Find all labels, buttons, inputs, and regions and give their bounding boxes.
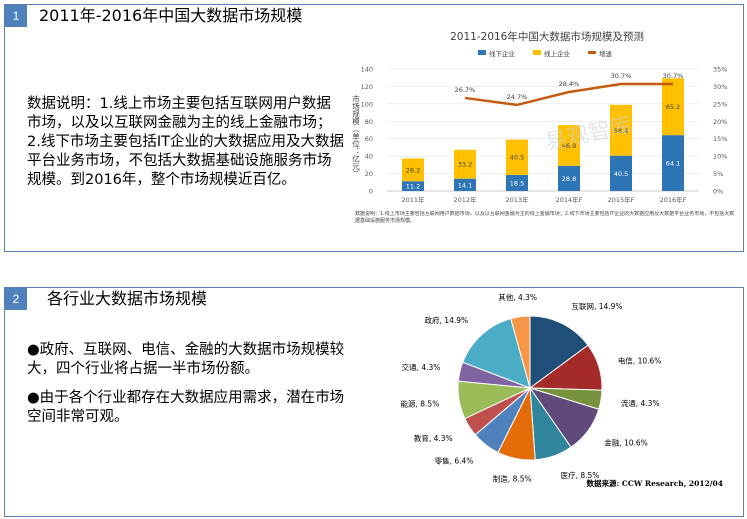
y2-axis-ticks: 0% 5% 10% 15% 20% 25% 30% 35%: [713, 66, 727, 196]
legend-swatch-growth: [588, 51, 596, 54]
pie-label: 交通, 4.3%: [402, 362, 441, 372]
pie-label: 金融, 10.6%: [604, 437, 648, 447]
bar-offline: [454, 178, 476, 191]
bar-label-online: 46.9: [562, 142, 576, 150]
legend-swatch-offline: [478, 50, 486, 55]
bar-label-offline: 28.8: [562, 175, 576, 183]
bar-online: [662, 78, 684, 136]
pie-label: 能源, 8.5%: [401, 399, 440, 409]
industry-description: ●政府、互联网、电信、金融的大数据市场规模较大，四个行业将占据一半市场份额。 ●…: [27, 341, 345, 437]
pie-label: 其他, 4.3%: [498, 292, 537, 302]
y2-tick-label: 0%: [713, 188, 723, 196]
y-axis-label: 市场规模（单位：亿元）: [351, 94, 360, 178]
y2-tick-label: 20%: [713, 118, 727, 126]
pie-label: 医疗, 8.5%: [561, 470, 600, 480]
y2-tick-label: 15%: [713, 135, 727, 143]
market-size-panel: 1 2011年-2016年中国大数据市场规模 数据说明：1.线上市场主要包括互联…: [4, 4, 744, 252]
y2-tick-label: 10%: [713, 153, 727, 161]
y-tick-label: 120: [361, 83, 373, 91]
bar-offline: [610, 155, 632, 191]
gridlines: [387, 68, 699, 192]
bar-label-online: 65.2: [666, 103, 680, 111]
bar-label-online: 58.4: [614, 127, 628, 135]
industry-panel: 2 各行业大数据市场规模 ●政府、互联网、电信、金融的大数据市场规模较大，四个行…: [4, 287, 744, 517]
bullet-1: ●政府、互联网、电信、金融的大数据市场规模较大，四个行业将占据一半市场份额。: [27, 342, 345, 377]
x-tick-label: 2016年F: [660, 195, 687, 204]
pie-slice: [462, 317, 531, 389]
legend: 线下企业 线上企业 增速: [478, 49, 613, 58]
bar-label-offline: 40.5: [614, 170, 628, 178]
legend-label-online: 线上企业: [544, 49, 571, 58]
bar-offline: [506, 174, 528, 191]
bar-label-offline: 14.1: [458, 181, 472, 189]
growth-label: 24.7%: [507, 93, 528, 101]
bars: [402, 78, 684, 191]
bar-value-labels: 11.2 26.2 14.1 33.2 18.5 40.5 28.8 46.9 40.5 58.4…: [406, 103, 680, 190]
pie-label: 制造, 8.5%: [493, 473, 532, 483]
data-source: 数据来源: CCW Research, 2012/04: [587, 478, 723, 488]
x-tick-label: 2015年F: [608, 195, 635, 204]
bullet-2: ●由于各个行业都存在大数据应用需求，潜在市场空间非常可观。: [27, 390, 345, 425]
bar-offline: [402, 181, 424, 191]
y-tick-label: 0: [369, 188, 373, 196]
pie-label: 教育, 4.3%: [414, 433, 453, 443]
y2-tick-label: 35%: [713, 66, 727, 74]
panel-title: 各行业大数据市场规模: [47, 289, 208, 308]
legend-label-offline: 线下企业: [489, 49, 516, 58]
x-axis-ticks: 2011年 2012年 2013年 2014年F 2015年F 2016年F: [401, 195, 686, 204]
y-tick-label: 140: [361, 66, 373, 74]
bar-label-online: 33.2: [458, 161, 472, 169]
bar-label-online: 26.2: [406, 166, 420, 174]
bar-label-online: 40.5: [510, 154, 524, 162]
y-tick-label: 60: [365, 135, 373, 143]
pie-slice: [510, 315, 531, 389]
pie-slice: [529, 315, 589, 389]
x-tick-label: 2011年: [401, 195, 425, 204]
data-description: 数据说明：1.线上市场主要包括互联网用户数据市场，以及以互联网金融为主的线上金融…: [27, 96, 344, 188]
panel-number: 2: [5, 288, 27, 310]
bar-online: [558, 125, 580, 166]
x-tick-label: 2012年: [453, 195, 477, 204]
legend-label-growth: 增速: [599, 49, 613, 58]
growth-label: 30.7%: [611, 72, 632, 80]
bar-label-offline: 18.5: [510, 179, 524, 187]
y2-tick-label: 30%: [713, 83, 727, 91]
y-tick-label: 80: [365, 118, 373, 126]
pie-label: 互联网, 14.9%: [571, 302, 622, 311]
growth-line: 26.7% 24.7% 28.4% 30.7% 30.7%: [455, 72, 684, 107]
y-tick-label: 100: [361, 100, 373, 108]
bar-label-offline: 11.2: [406, 183, 420, 191]
y2-tick-label: 25%: [713, 100, 727, 108]
chart-title: 2011-2016年中国大数据市场规模及预测: [450, 30, 644, 43]
growth-label: 26.7%: [455, 86, 476, 94]
y-tick-label: 40: [365, 153, 373, 161]
x-tick-label: 2013年: [505, 195, 529, 204]
bar-offline: [662, 135, 684, 191]
bar-online: [402, 158, 424, 182]
pie-label: 流通, 4.3%: [621, 398, 660, 408]
pie-chart: 互联网, 14.9% 电信, 10.6% 流通, 4.3% 金融, 10.6% 医疗, …: [401, 292, 723, 488]
legend-swatch-online: [533, 50, 541, 55]
x-tick-label: 2014年F: [556, 195, 583, 204]
panel-number: 1: [5, 5, 27, 27]
pie-label: 电信, 10.6%: [618, 356, 662, 366]
bar-online: [610, 104, 632, 156]
bar-online: [454, 149, 476, 179]
y-axis-ticks: 0 20 40 60 80 100 120 140: [361, 66, 373, 196]
bar-online: [506, 139, 528, 175]
pie-label: 零售, 6.4%: [435, 456, 474, 466]
bar-label-offline: 64.1: [666, 160, 680, 168]
bar-chart: 2011-2016年中国大数据市场规模及预测 线下企业 线上企业 增速 0 20 4…: [351, 30, 735, 224]
bar-offline: [558, 165, 580, 191]
footnote: 数据说明：1.线上市场主要包括互联网用户数据市场，以及以互联网金融为主的线上金融…: [355, 211, 735, 224]
pie-label: 政府, 14.9%: [425, 315, 469, 325]
growth-polyline: [464, 82, 673, 107]
footnote-container: 数据说明：1.线上市场主要包括互联网用户数据市场，以及以互联网金融为主的线上金融…: [355, 211, 735, 224]
growth-label: 28.4%: [559, 80, 580, 88]
panel-title: 2011年-2016年中国大数据市场规模: [39, 6, 303, 25]
y-tick-label: 20: [365, 170, 373, 178]
growth-label: 30.7%: [663, 72, 684, 80]
y2-tick-label: 5%: [713, 170, 723, 178]
